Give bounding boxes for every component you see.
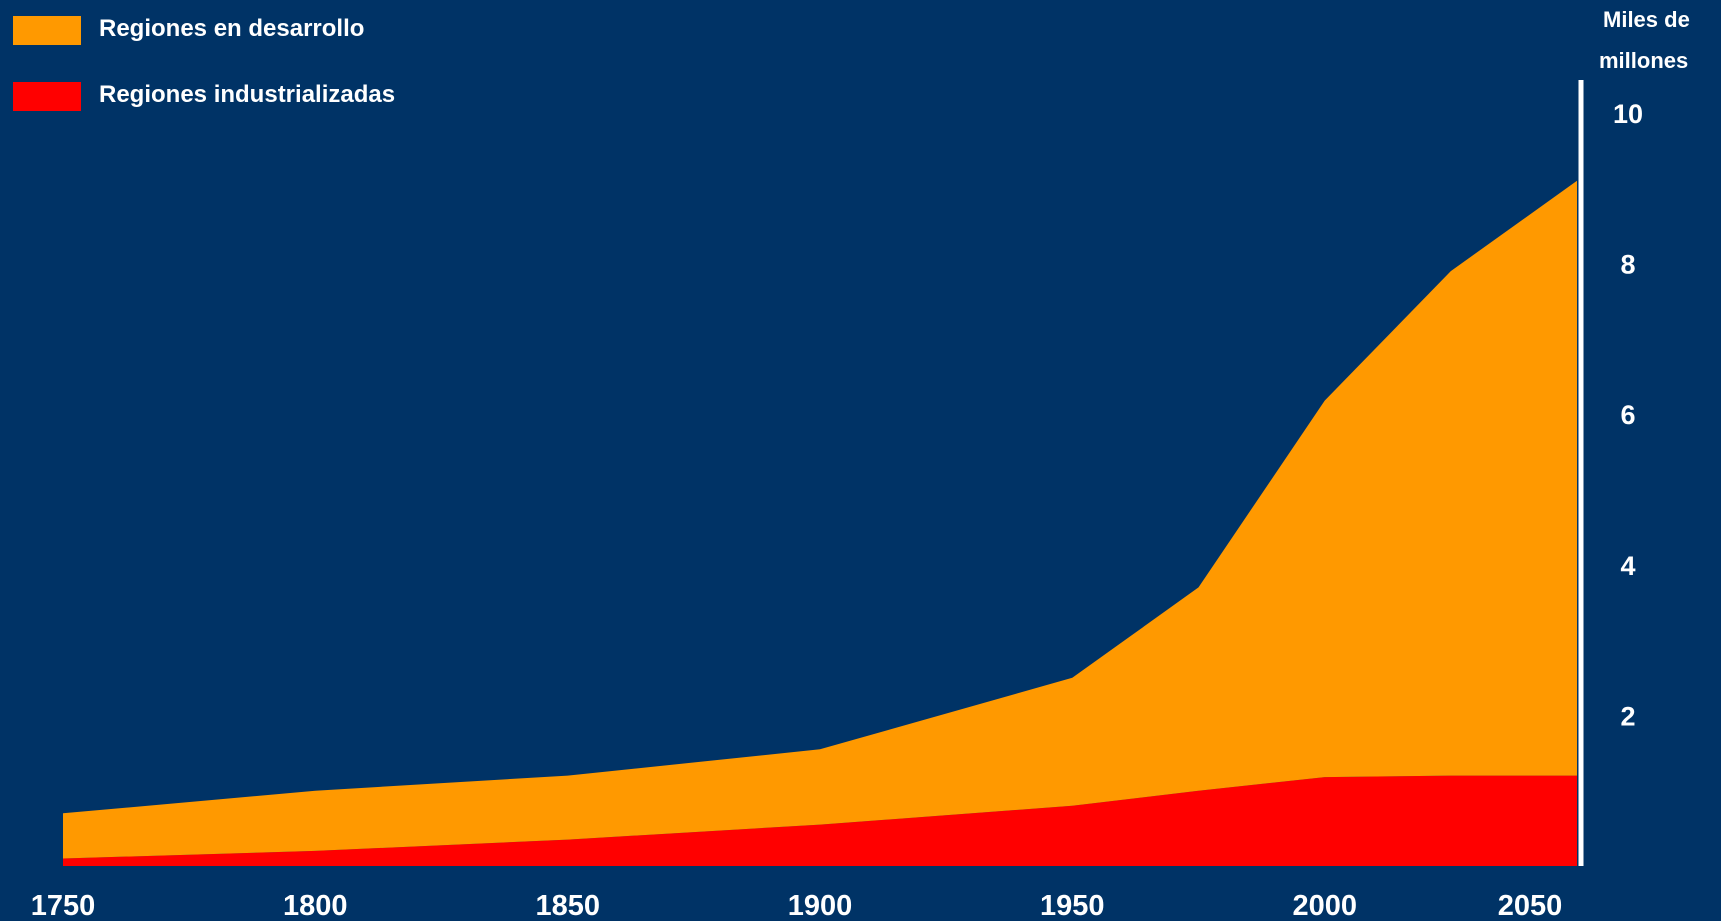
area-series-developing xyxy=(63,180,1577,859)
y-tick-label: 4 xyxy=(1620,551,1635,581)
area-series-industrialized xyxy=(63,775,1577,866)
legend-label-industrialized: Regiones industrializadas xyxy=(99,81,395,108)
y-ticks: 2 4 6 8 10 xyxy=(1613,99,1643,731)
legend-swatch-developing xyxy=(13,16,81,45)
legend-swatch-industrialized xyxy=(13,82,81,111)
x-tick-label: 1900 xyxy=(788,890,853,921)
x-tick-label: 2050 xyxy=(1498,890,1563,921)
y-axis-unit-line-1: Miles de xyxy=(1603,7,1690,32)
x-tick-label: 1950 xyxy=(1040,890,1105,921)
y-tick-label: 10 xyxy=(1613,99,1643,129)
x-tick-label: 2000 xyxy=(1292,890,1357,921)
y-tick-label: 6 xyxy=(1620,400,1635,430)
y-tick-label: 8 xyxy=(1620,250,1635,280)
y-tick-label: 2 xyxy=(1620,701,1635,731)
legend: Regiones en desarrollo Regiones industri… xyxy=(13,15,395,111)
y-axis-unit: Miles de millones xyxy=(1599,7,1690,73)
x-tick-label: 1850 xyxy=(535,890,600,921)
x-tick-label: 1800 xyxy=(283,890,348,921)
x-tick-label: 1750 xyxy=(31,890,96,921)
x-ticks: 1750 1800 1850 1900 1950 2000 2050 xyxy=(31,890,1563,921)
legend-label-developing: Regiones en desarrollo xyxy=(99,15,364,42)
y-axis-unit-line-2: millones xyxy=(1599,48,1688,73)
areas-layer xyxy=(63,180,1577,866)
